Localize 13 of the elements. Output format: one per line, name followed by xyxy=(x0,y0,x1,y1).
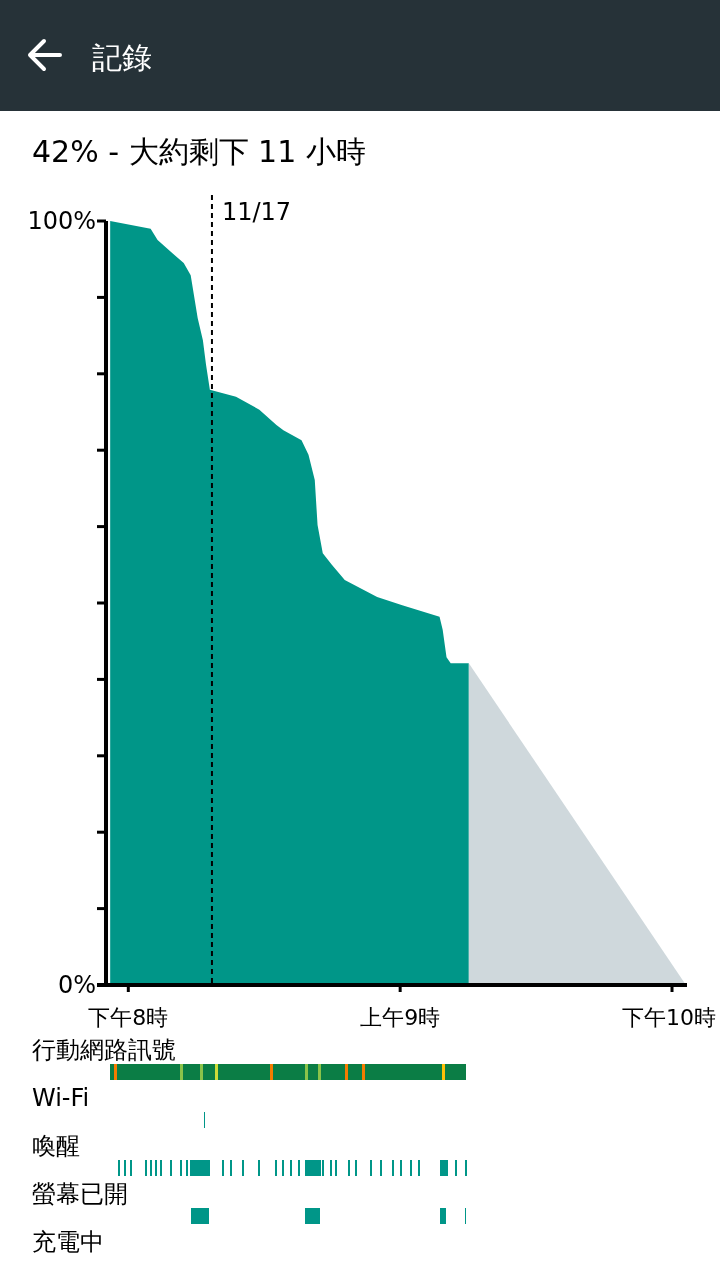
x-tick-label: 下午8時 xyxy=(88,1005,169,1030)
text: 行動網路訊號 xyxy=(32,1036,176,1064)
x-tick-label: 上午9時 xyxy=(360,1005,441,1030)
y-tick-label: 100% xyxy=(27,207,96,235)
text: 螢幕已開 xyxy=(32,1180,128,1208)
ref-line-label: 11/17 xyxy=(221,198,292,226)
x-tick-label: 下午10時 xyxy=(622,1005,716,1030)
text: 充電中 xyxy=(32,1228,104,1256)
text: 喚醒 xyxy=(32,1132,80,1160)
text: Wi-Fi xyxy=(32,1084,90,1112)
text: 記錄 xyxy=(92,40,152,75)
chart-title: 42% - 大約剩下 11 小時 xyxy=(32,134,366,169)
y-tick-label: 0% xyxy=(57,971,96,999)
